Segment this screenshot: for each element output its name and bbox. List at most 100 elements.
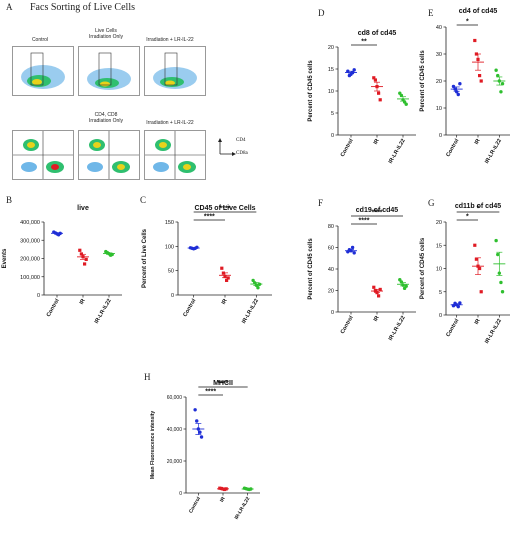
data-point xyxy=(500,82,505,86)
facs-quadrants xyxy=(145,131,205,179)
x-tick-label: Control xyxy=(46,298,61,318)
significance-label: **** xyxy=(205,389,216,396)
data-point xyxy=(401,283,405,287)
chart-title: cd8 of cd45 xyxy=(358,30,397,37)
data-point xyxy=(478,74,482,78)
data-point xyxy=(195,245,199,250)
x-tick-label: Control xyxy=(340,315,355,335)
data-point xyxy=(223,274,227,279)
data-point xyxy=(373,78,377,82)
x-tick-label: IR xyxy=(474,138,482,146)
chart-h: MHCII 0 20,000 40,000 60,000 Mean Fluorescenc… xyxy=(150,380,260,521)
data-point xyxy=(404,284,408,288)
data-point xyxy=(500,290,505,294)
data-point xyxy=(350,245,355,250)
data-point xyxy=(257,282,262,286)
data-point xyxy=(375,291,379,295)
facs-axis-cd4-label: CD4 xyxy=(236,138,246,143)
chart-title: cd4 of cd45 xyxy=(459,8,498,15)
x-tick-label: IR-LR-IL22 xyxy=(234,496,252,521)
y-tick-label: 0 xyxy=(439,133,442,139)
y-tick-label: 10 xyxy=(328,89,334,95)
facs-label-cd4cd8-ir: CD4, CD8 Irradiation Only xyxy=(89,112,123,124)
facs-axis-key xyxy=(218,138,236,156)
data-point xyxy=(350,70,355,75)
facs-density xyxy=(21,52,65,89)
y-tick-label: 20 xyxy=(328,45,334,51)
data-point xyxy=(352,68,356,72)
chart-title: live xyxy=(77,205,89,212)
chart-title: MHCII xyxy=(213,380,233,387)
data-point xyxy=(226,276,230,280)
y-tick-label: 5 xyxy=(331,111,334,117)
data-point xyxy=(254,283,259,287)
panel-letter-g: G xyxy=(428,198,435,208)
y-tick-label: 15 xyxy=(436,243,442,249)
data-point xyxy=(378,287,382,292)
data-point xyxy=(373,288,377,293)
data-point xyxy=(83,262,87,266)
data-point xyxy=(199,435,204,439)
y-tick-label: 0 xyxy=(331,133,334,139)
y-tick-label: 20 xyxy=(436,79,442,85)
y-tick-label: 100 xyxy=(165,244,174,250)
y-axis-label: Percent of CD45 cells xyxy=(420,50,426,112)
significance-label: ** xyxy=(361,39,367,46)
data-point xyxy=(474,257,478,261)
data-point xyxy=(110,252,114,257)
chart-title: cd11b of cd45 xyxy=(455,203,501,210)
data-point xyxy=(456,304,460,309)
panel-letter-h: H xyxy=(144,372,151,382)
chart-title: cd19 of cd45 xyxy=(356,207,399,214)
y-tick-label: 10 xyxy=(436,106,442,112)
y-tick-label: 200,000 xyxy=(20,257,40,263)
y-tick-label: 60,000 xyxy=(167,395,183,401)
x-tick-label: Control xyxy=(445,138,460,158)
y-tick-label: 0 xyxy=(171,293,174,299)
data-point xyxy=(399,93,404,98)
x-tick-label: IR-LR-IL22 xyxy=(241,298,260,325)
data-point xyxy=(198,430,202,434)
panel-letter-e: E xyxy=(428,8,434,18)
data-point xyxy=(58,231,62,236)
data-point xyxy=(256,286,260,290)
data-point xyxy=(451,84,456,89)
y-tick-label: 300,000 xyxy=(20,238,40,244)
data-point xyxy=(375,85,379,89)
data-point xyxy=(219,486,223,491)
data-point xyxy=(378,98,382,102)
data-point xyxy=(352,251,356,255)
chart-c: CD45 of Live Cells 0 50 100 150 Percent of Li… xyxy=(142,205,272,325)
significance-label: **** xyxy=(218,381,229,388)
data-point xyxy=(494,238,498,243)
facs-label-live-ir: Live Cells Irradiation Only xyxy=(89,28,123,40)
data-point xyxy=(218,486,222,490)
chart-f: cd19 of cd45 0 20 40 60 80 Percent of CD45 cel… xyxy=(308,207,416,342)
chart-g: cd11b of cd45 0 5 10 15 20 Percent of CD45 cel… xyxy=(420,203,510,345)
y-axis-label: Events xyxy=(2,248,8,268)
y-tick-label: 0 xyxy=(37,293,40,299)
significance-label: **** xyxy=(372,210,383,217)
significance-label: **** xyxy=(220,206,231,213)
data-point xyxy=(193,408,197,412)
y-tick-label: 40 xyxy=(436,25,442,31)
y-axis-label: Percent of CD45 cells xyxy=(308,60,314,122)
data-point xyxy=(473,243,477,247)
data-point xyxy=(377,91,381,95)
x-tick-label: IR-LR-IL22 xyxy=(484,138,503,165)
y-axis-label: Percent of CD45 cells xyxy=(420,237,426,299)
data-point xyxy=(404,102,408,106)
data-point xyxy=(253,281,257,285)
y-tick-label: 100,000 xyxy=(20,275,40,281)
panel-letter-d: D xyxy=(318,8,325,18)
x-tick-label: IR-LR-IL22 xyxy=(388,315,407,342)
y-axis-label: Percent of CD45 cells xyxy=(308,238,314,300)
data-point xyxy=(494,68,498,72)
data-point xyxy=(453,87,457,91)
y-tick-label: 50 xyxy=(168,269,174,275)
y-tick-label: 10 xyxy=(436,267,442,273)
significance-label: **** xyxy=(359,218,370,225)
data-point xyxy=(221,271,225,275)
chart-title: CD45 of Live Cells xyxy=(194,205,255,212)
data-point xyxy=(225,278,229,282)
